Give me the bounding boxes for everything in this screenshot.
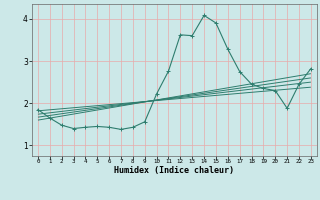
X-axis label: Humidex (Indice chaleur): Humidex (Indice chaleur): [115, 166, 234, 175]
